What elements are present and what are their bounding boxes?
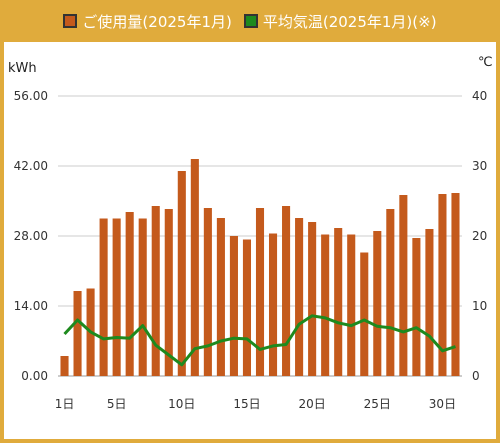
y-tick-label: 0.00 [21,369,48,383]
usage-bar [282,206,291,376]
x-tick-label: 10日 [168,397,195,411]
usage-bar [347,234,356,376]
usage-bar [73,291,82,376]
usage-bar [255,208,265,376]
y2-tick-label: 10 [472,299,487,313]
usage-bar [360,252,369,376]
y-tick-label: 28.00 [14,229,48,243]
usage-bar [151,206,160,376]
usage-bar [138,218,147,376]
x-tick-label: 20日 [298,397,325,411]
legend-usage-label: ご使用量(2025年1月) [82,12,232,31]
usage-bar [242,239,252,376]
usage-bar [268,233,278,376]
x-tick-label: 25日 [364,397,391,411]
temperature-swatch-icon [243,14,258,28]
usage-bar [112,218,121,376]
usage-bar [308,222,317,376]
usage-bar [412,238,421,376]
usage-bar [203,208,212,376]
y-axis-unit: kWh [8,61,37,76]
x-tick-label: 5日 [107,397,127,411]
y2-tick-label: 40 [472,89,487,103]
usage-bar [438,194,447,376]
usage-bar [295,218,304,376]
legend-temperature-label: 平均気温(2025年1月)(※) [262,12,437,31]
usage-bar [373,231,382,376]
y2-axis-unit: ℃ [478,55,493,70]
legend-item-temperature[interactable]: 平均気温(2025年1月)(※) [243,11,437,32]
usage-bar [425,229,434,376]
x-tick-label: 15日 [233,397,260,411]
x-tick-label: 1日 [55,397,75,411]
y2-tick-label: 20 [472,229,487,243]
temperature-line [63,314,456,367]
y-tick-label: 56.00 [14,89,48,103]
usage-bar [190,159,199,376]
temperature-line-group [63,314,456,367]
usage-bar [229,236,238,376]
usage-bar [386,209,395,376]
usage-swatch-icon [63,14,78,28]
axis-ticks: 0.00 14.00 28.00 42.00 56.00 0 10 20 30 40 1日 5日 10日… [14,89,488,411]
usage-bar [399,195,408,376]
y-tick-label: 14.00 [14,299,48,313]
y2-tick-label: 30 [472,159,487,173]
usage-bar [125,212,134,376]
usage-bar [164,209,173,376]
usage-bar [60,356,69,376]
usage-bar [451,193,460,376]
chart-legend: ご使用量(2025年1月) 平均気温(2025年1月)(※) [0,0,500,42]
x-tick-label: 30日 [429,397,456,411]
usage-bar [321,234,330,376]
legend-item-usage[interactable]: ご使用量(2025年1月) [63,11,232,32]
usage-bar [99,218,108,376]
usage-bars [60,159,460,376]
y2-tick-label: 0 [472,369,480,383]
usage-bar [334,228,343,376]
usage-bar [177,171,186,376]
usage-bar [216,218,225,376]
y-tick-label: 42.00 [14,159,48,173]
